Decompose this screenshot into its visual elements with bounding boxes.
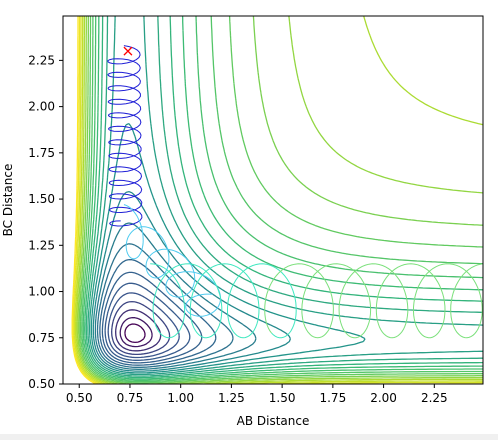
x-tick-label: 1.50: [269, 391, 296, 405]
contour-level: [94, 222, 257, 370]
start-marker-x: [123, 46, 133, 56]
contour-level: [107, 292, 180, 359]
contour-level: [76, 16, 483, 384]
y-tick-label: 0.50: [28, 377, 55, 391]
contour-level: [77, 16, 483, 384]
contour-level: [104, 282, 191, 361]
window-bottom-strip: [0, 434, 498, 440]
y-tick-label: 1.00: [28, 285, 55, 299]
y-tick-label: 0.75: [28, 331, 55, 345]
contour-level: [87, 16, 483, 377]
y-tick-label: 1.25: [28, 238, 55, 252]
y-tick-label: 2.25: [28, 53, 55, 67]
trajectory-segment-exit-b: [264, 263, 483, 339]
contour-level: [99, 258, 217, 366]
start-marker-layer: [123, 46, 133, 56]
contour-level: [101, 271, 203, 364]
x-tick-label: 0.50: [66, 391, 93, 405]
trajectory-segment-approach: [107, 45, 143, 227]
contour-level: [79, 16, 483, 384]
contour-level: [92, 190, 292, 372]
x-axis-ticks: 0.50 0.75 1.00 1.25 1.50 1.75 2.00 2.25: [66, 384, 448, 405]
contour-level: [124, 323, 146, 344]
contour-level: [74, 16, 483, 384]
contour-level: [115, 309, 162, 352]
trajectory-segment-exit-a: [150, 263, 297, 339]
contour-level: [84, 16, 483, 380]
x-tick-label: 2.00: [370, 391, 397, 405]
trajectory-path: [107, 45, 483, 339]
trajectory-segment-turning: [123, 204, 222, 317]
x-tick-label: 2.25: [421, 391, 448, 405]
x-tick-label: 1.00: [167, 391, 194, 405]
contour-level: [85, 16, 483, 379]
contour-level: [111, 300, 171, 356]
contour-level: [96, 243, 234, 368]
contour-level: [119, 316, 153, 348]
contour-level: [81, 16, 483, 383]
x-tick-label: 0.75: [117, 391, 144, 405]
contour-level: [71, 16, 97, 384]
y-tick-label: 2.00: [28, 100, 55, 114]
y-axis-ticks: 0.50 0.75 1.00 1.25 1.50 1.75 2.00 2.25: [28, 53, 63, 391]
y-axis-label: BC Distance: [1, 164, 15, 237]
contour-level: [78, 16, 483, 384]
y-tick-label: 1.50: [28, 192, 55, 206]
y-tick-label: 1.75: [28, 146, 55, 160]
x-tick-label: 1.25: [218, 391, 245, 405]
x-tick-label: 1.75: [319, 391, 346, 405]
contour-level: [88, 16, 483, 376]
x-axis-label: AB Distance: [237, 414, 310, 428]
contour-level: [90, 122, 366, 374]
contour-level: [73, 16, 483, 384]
contour-lines: [71, 16, 483, 384]
contour-level: [82, 16, 483, 381]
plot-frame: [62, 15, 484, 385]
